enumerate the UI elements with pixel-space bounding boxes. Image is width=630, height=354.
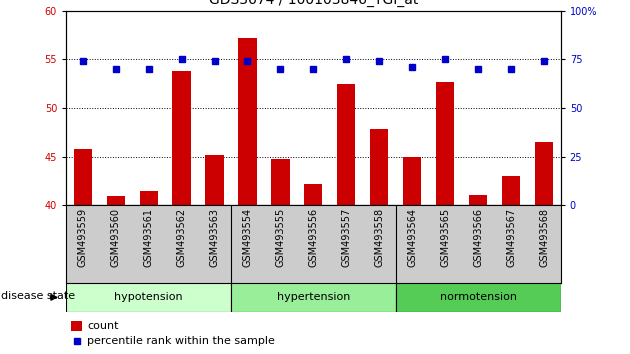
Text: GSM493562: GSM493562 [176, 208, 186, 267]
Text: GSM493561: GSM493561 [144, 208, 154, 267]
Text: GSM493567: GSM493567 [507, 208, 516, 267]
Title: GDS3674 / 100103846_TGI_at: GDS3674 / 100103846_TGI_at [209, 0, 418, 7]
Text: hypertension: hypertension [277, 292, 350, 302]
Text: count: count [87, 321, 118, 331]
Bar [403, 156, 421, 205]
Bar [238, 38, 256, 205]
Bar [74, 149, 92, 205]
Text: GSM493565: GSM493565 [440, 208, 450, 267]
Bar [535, 142, 553, 205]
Bar [469, 195, 488, 205]
Text: GSM493564: GSM493564 [408, 208, 417, 267]
Bar [66, 283, 231, 312]
Bar [139, 191, 158, 205]
Bar [370, 130, 389, 205]
Text: GSM493554: GSM493554 [243, 208, 253, 267]
Text: normotension: normotension [440, 292, 517, 302]
Bar [502, 176, 520, 205]
Bar [337, 84, 355, 205]
Text: GSM493559: GSM493559 [77, 208, 88, 267]
Text: disease state: disease state [1, 291, 76, 301]
Text: GSM493563: GSM493563 [210, 208, 219, 267]
Text: GSM493566: GSM493566 [473, 208, 483, 267]
Text: GSM493558: GSM493558 [374, 208, 384, 267]
Text: GSM493556: GSM493556 [309, 208, 318, 267]
Text: percentile rank within the sample: percentile rank within the sample [87, 336, 275, 346]
Text: hypotension: hypotension [114, 292, 183, 302]
Bar [272, 159, 290, 205]
Text: GSM493568: GSM493568 [539, 208, 549, 267]
Bar [436, 82, 454, 205]
Bar [304, 184, 323, 205]
Bar [173, 71, 191, 205]
Text: GSM493560: GSM493560 [111, 208, 120, 267]
Bar [396, 283, 561, 312]
Text: GSM493555: GSM493555 [275, 208, 285, 267]
Bar [71, 321, 82, 331]
Bar [205, 155, 224, 205]
Text: GSM493557: GSM493557 [341, 208, 352, 267]
Bar [106, 195, 125, 205]
Bar [231, 283, 396, 312]
